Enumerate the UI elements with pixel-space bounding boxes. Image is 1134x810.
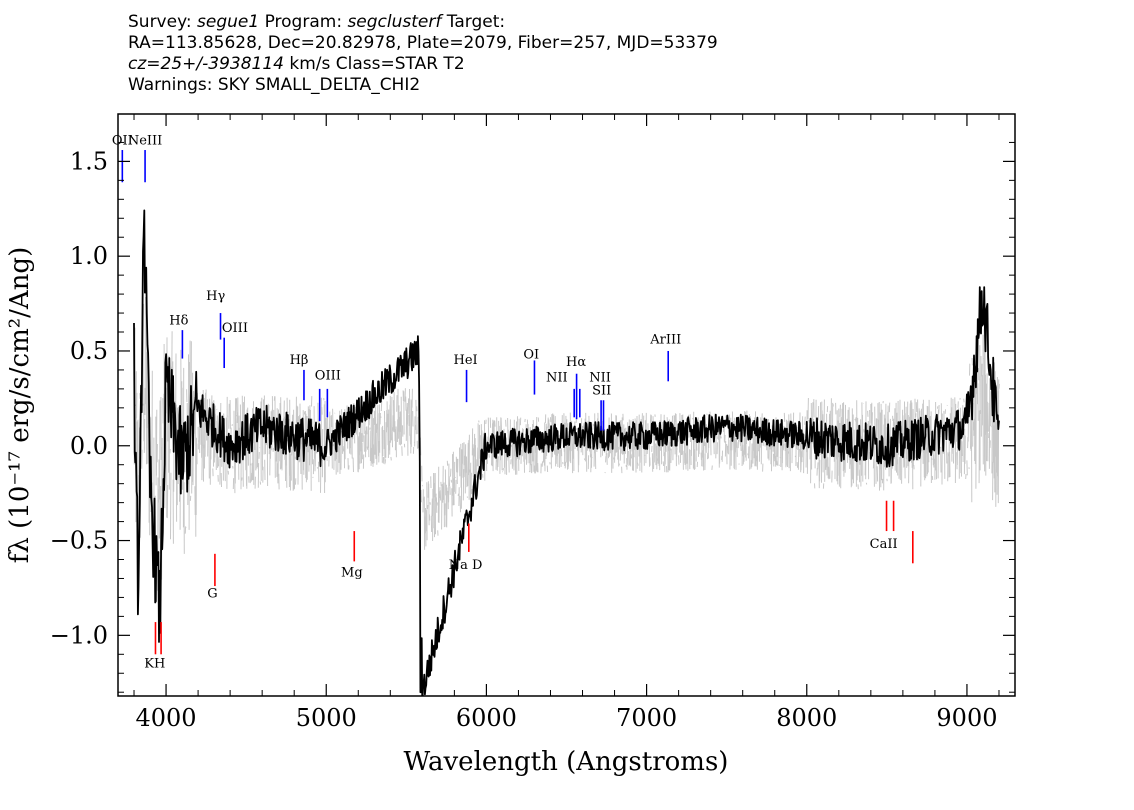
- x-tick-label: 6000: [456, 704, 517, 732]
- x-tick-label: 8000: [776, 704, 837, 732]
- y-tick-label: 1.0: [70, 242, 108, 270]
- program-label: Program:: [259, 12, 348, 32]
- spectral-line-label: Hβ: [290, 353, 309, 368]
- header-line-4: Warnings: SKY SMALL_DELTA_CHI2: [128, 75, 421, 95]
- x-tick-label: 9000: [936, 704, 997, 732]
- header-line-2: RA=113.85628, Dec=20.82978, Plate=2079, …: [128, 33, 718, 53]
- x-tick-label: 4000: [136, 704, 197, 732]
- header-line-1: Survey: segue1 Program: segclusterf Targ…: [128, 12, 718, 33]
- flux-series: [133, 209, 1000, 696]
- spectral-line-label: HeI: [454, 353, 478, 368]
- y-tick-label: −0.5: [50, 527, 108, 555]
- x-tick-label: 5000: [296, 704, 357, 732]
- redshift-value: cz=25+/-3938114: [128, 54, 284, 74]
- spectral-line-label: OI: [523, 348, 539, 363]
- x-axis-title: Wavelength (Angstroms): [404, 747, 729, 777]
- spectral-line-label: OIII: [222, 321, 248, 336]
- plot-frame: [117, 113, 1016, 697]
- target-label: Target:: [441, 12, 506, 32]
- spectral-line-label: OIII: [315, 368, 341, 383]
- spectrum-header: Survey: segue1 Program: segclusterf Targ…: [128, 12, 718, 96]
- data-layer: [133, 209, 1000, 696]
- header-line-3: cz=25+/-3938114 km/s Class=STAR T2: [128, 54, 718, 75]
- spectral-line-label: G: [207, 586, 217, 601]
- class-value: km/s Class=STAR T2: [283, 54, 465, 74]
- y-tick-label: 1.5: [70, 147, 108, 175]
- spectral-line-label: Hδ: [169, 313, 188, 328]
- spectral-line-label: KH: [144, 657, 165, 672]
- y-tick-label: −1.0: [50, 621, 108, 649]
- spectral-line-label: NII: [546, 370, 568, 385]
- y-axis-title: fλ (10⁻¹⁷ erg/s/cm²/Ang): [5, 247, 35, 563]
- spectral-line-label: CaII: [870, 537, 898, 552]
- spectral-line-label: NII: [589, 370, 611, 385]
- spectral-line-label: Mg: [341, 566, 363, 581]
- y-tick-label: 0.5: [70, 337, 108, 365]
- spectral-line-label: Na D: [449, 558, 483, 573]
- spectral-line-label: Hγ: [206, 289, 225, 304]
- spectral-line-label: ArIII: [649, 332, 681, 347]
- spectral-line-label: NeIII: [128, 133, 162, 148]
- spectral-line-label: SII: [592, 384, 611, 399]
- survey-value: segue1: [197, 12, 260, 32]
- survey-label: Survey:: [128, 12, 198, 32]
- spectral-lines-layer: [121, 150, 914, 655]
- y-tick-label: 0.0: [70, 432, 108, 460]
- axis-ticks: 4000 5000 6000 7000 8000 9000 −1.0 −0.5 0.0 0.5 1.…: [50, 114, 1015, 732]
- spectral-line-label: OII: [112, 133, 133, 148]
- spectral-line-label: Hα: [566, 355, 586, 370]
- x-tick-label: 7000: [616, 704, 677, 732]
- program-value: segclusterf: [347, 12, 442, 32]
